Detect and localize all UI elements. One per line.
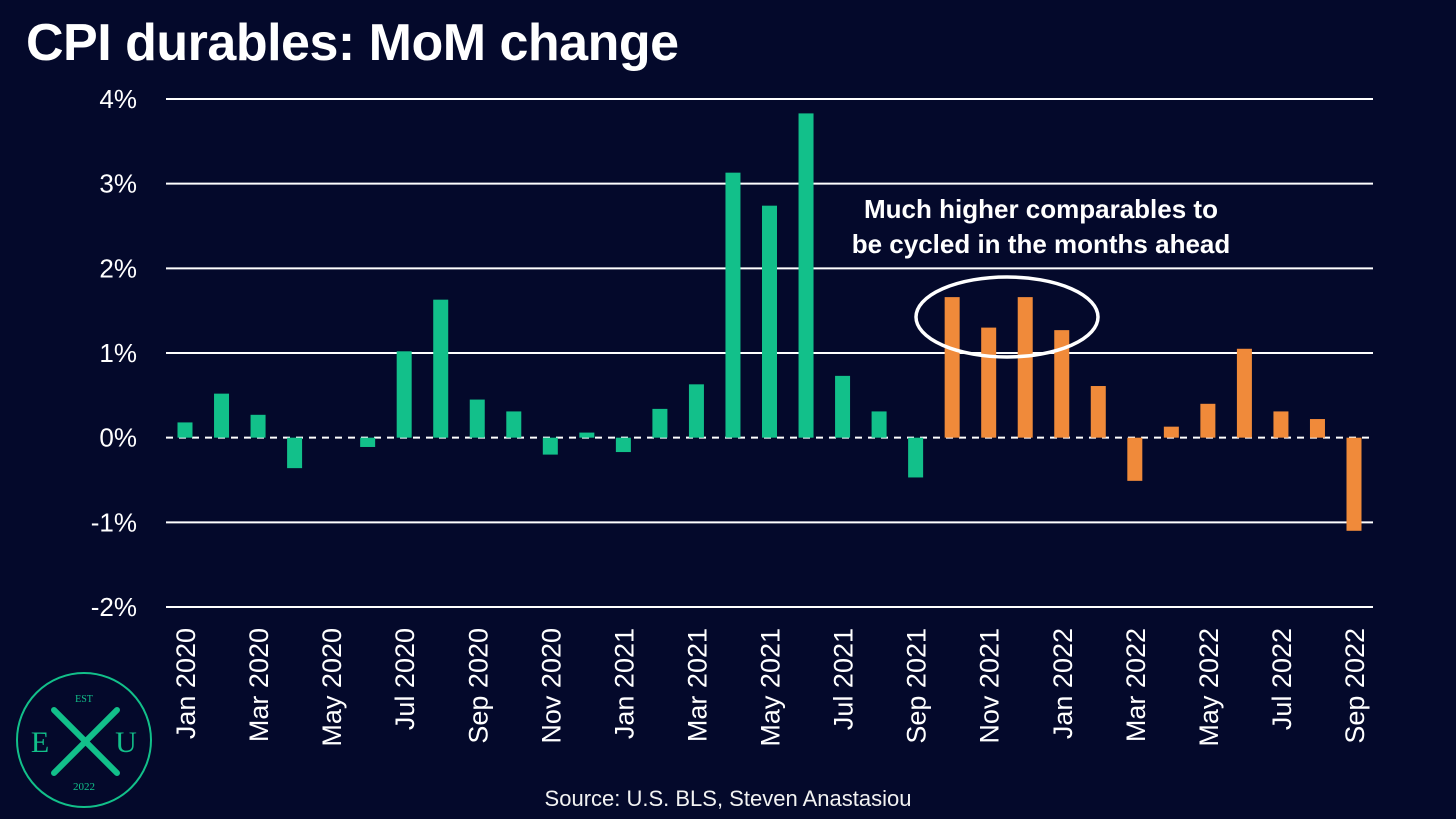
bar (944, 297, 960, 438)
x-tick-label: Sep 2021 (902, 628, 932, 744)
bar (1346, 437, 1362, 531)
x-tick-label: Jan 2021 (609, 628, 639, 739)
annotation-group: Much higher comparables to be cycled in … (852, 194, 1231, 359)
bar (1163, 426, 1179, 438)
x-tick-label: May 2020 (317, 628, 347, 747)
y-tick-label: -1% (91, 507, 137, 537)
bar (871, 411, 887, 438)
bar (688, 384, 704, 438)
bar (835, 375, 851, 438)
bar (469, 399, 485, 438)
bar (542, 437, 558, 455)
logo-bottom: 2022 (73, 781, 95, 793)
x-tick-label: Mar 2022 (1121, 628, 1151, 742)
bars (177, 113, 1362, 531)
y-tick-label: 1% (99, 338, 137, 368)
bar (250, 414, 266, 438)
x-mark-icon (51, 707, 120, 776)
y-tick-label: 4% (99, 84, 137, 114)
x-tick-label: Sep 2022 (1340, 628, 1370, 744)
bar (1236, 348, 1252, 438)
bar (579, 432, 595, 438)
source-note: Source: U.S. BLS, Steven Anastasiou (544, 786, 912, 811)
x-tick-label: Jan 2022 (1048, 628, 1078, 739)
x-tick-label: Jan 2020 (171, 628, 201, 739)
bar (506, 411, 522, 438)
annotation-line-1: Much higher comparables to (864, 194, 1218, 224)
annotation-line-2: be cycled in the months ahead (852, 229, 1231, 259)
x-tick-label: Nov 2020 (536, 628, 566, 744)
bar (1017, 297, 1033, 438)
x-tick-label: Jul 2021 (829, 628, 859, 730)
bar (1127, 437, 1143, 481)
y-tick-label: -2% (91, 592, 137, 622)
bar (214, 393, 230, 438)
logo-top: EST (75, 694, 93, 705)
bar (1090, 386, 1106, 438)
highlight-ellipse (914, 275, 1100, 359)
bar (287, 437, 303, 469)
bar (433, 299, 449, 438)
x-tick-label: May 2021 (756, 628, 786, 747)
bar (1054, 330, 1070, 438)
logo: EST E U 2022 (16, 672, 152, 808)
x-tick-label: Nov 2021 (975, 628, 1005, 744)
x-tick-label: Jul 2022 (1267, 628, 1297, 730)
bar (762, 205, 777, 438)
x-tick-label: Jul 2020 (390, 628, 420, 730)
bar (981, 327, 997, 438)
logo-right-letter: U (115, 726, 137, 759)
y-tick-label: 2% (99, 253, 137, 283)
bar (396, 351, 412, 438)
bar (360, 437, 376, 447)
bar (725, 172, 741, 438)
bar (1273, 411, 1289, 438)
bar (1200, 403, 1216, 438)
x-tick-label: Mar 2021 (682, 628, 712, 742)
bar (177, 422, 193, 438)
logo-left-letter: E (31, 726, 49, 759)
x-tick-label: Sep 2020 (463, 628, 493, 744)
x-tick-label: May 2022 (1194, 628, 1224, 747)
x-axis-ticks: Jan 2020 Mar 2020 May 2020 Jul 2020 Sep 2020… (171, 628, 1370, 747)
y-tick-label: 3% (99, 169, 137, 199)
bar (908, 437, 924, 478)
bar (1309, 419, 1325, 438)
y-axis-ticks: -2% -1% 0% 1% 2% 3% 4% (91, 84, 137, 622)
logo-ring (16, 672, 152, 808)
bar (615, 437, 631, 453)
y-tick-label: 0% (99, 423, 137, 453)
bar (652, 408, 668, 438)
chart-title: CPI durables: MoM change (26, 14, 679, 72)
x-tick-label: Mar 2020 (244, 628, 274, 742)
bar (798, 113, 814, 438)
